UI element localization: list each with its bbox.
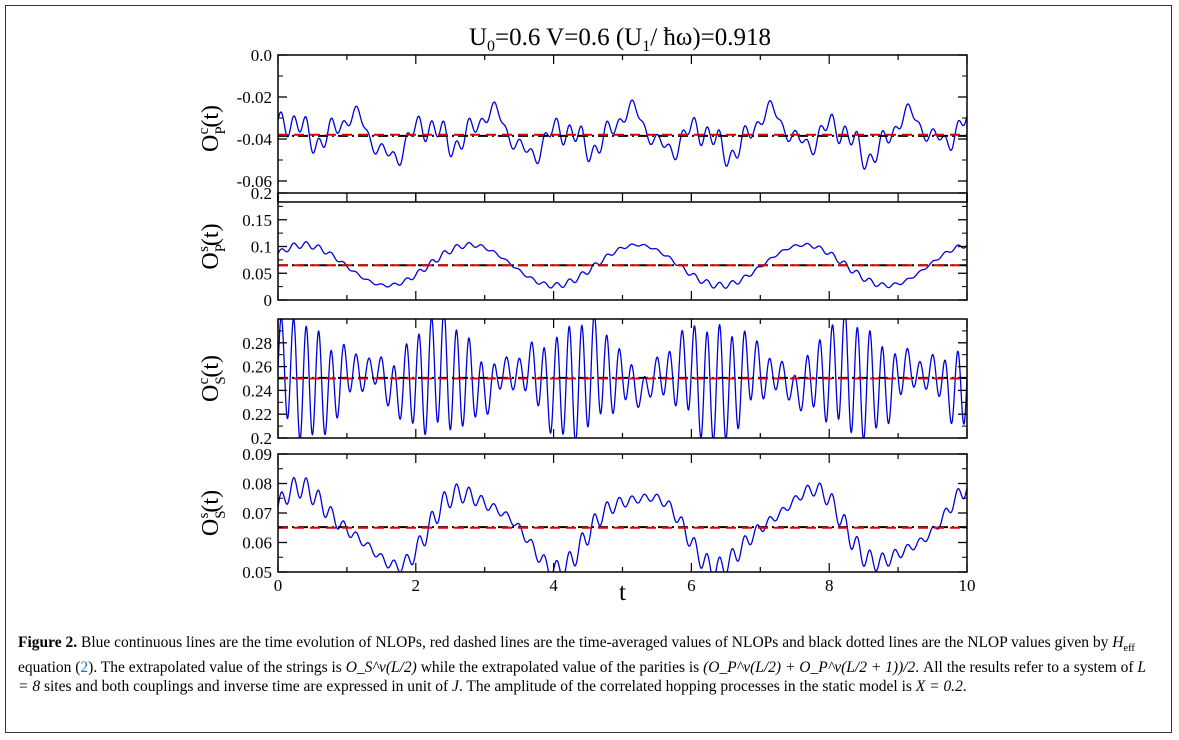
- title-ratio: / ħω)=0.918: [650, 24, 771, 51]
- xtick-label: 0: [274, 576, 283, 595]
- xtick-label: 4: [549, 576, 558, 595]
- panel-4-ylabel: OSs(t): [196, 490, 229, 536]
- panel-2-ytick-label: 0.2: [251, 184, 272, 203]
- caption-text-6: sites and both couplings and inverse tim…: [40, 678, 453, 696]
- chart-title: U0=0.6 V=0.6 (U1/ ħω)=0.918: [469, 24, 771, 55]
- panel-3-ytick-label: 0.28: [242, 334, 272, 353]
- caption-parities-expression: (O_P^ν(L/2) + O_P^ν(L/2 + 1))/2: [703, 659, 916, 677]
- panel-4-ytick-label: 0.06: [242, 534, 272, 553]
- figure-caption: Figure 2. Blue continuous lines are the …: [18, 633, 1158, 696]
- figure-chart: U0=0.6 V=0.6 (U1/ ħω)=0.9180.0-0.02-0.04…: [196, 24, 976, 606]
- panel-2-ytick-label: 0.15: [242, 211, 272, 230]
- panel-1-ytick-label: 0.0: [251, 46, 272, 65]
- ylabel-tail: (t): [198, 355, 224, 378]
- panel-2-ytick-label: 0.05: [242, 264, 272, 283]
- ylabel-tail: (t): [198, 223, 224, 246]
- xtick-label: 6: [687, 576, 696, 595]
- title-params: =0.6 V=0.6 (U: [495, 24, 642, 51]
- panel-4: 0.05 0.06 0.07 0.08 0.09 OSs(t) 0 2 4 6 8 10: [196, 445, 976, 595]
- panel-2-ytick-label: 0: [264, 291, 273, 310]
- caption-label: Figure 2.: [18, 634, 78, 651]
- caption-text-2: equation (: [18, 659, 81, 677]
- caption-unit: J: [452, 678, 459, 696]
- panel-1: 0.0 -0.02 -0.04 -0.06 OPc(t): [196, 46, 968, 203]
- title-u1-sub: 1: [642, 38, 650, 55]
- ylabel-sub: S: [213, 376, 229, 384]
- caption-text-1: Blue continuous lines are the time evolu…: [77, 634, 1113, 651]
- caption-x-value: X = 0.2: [915, 678, 963, 696]
- ylabel-sub: S: [213, 510, 229, 518]
- panel-4-ytick-label: 0.08: [242, 475, 272, 494]
- caption-text-7: . The amplitude of the correlated hoppin…: [458, 678, 916, 696]
- panel-4-ytick-label: 0.07: [242, 504, 272, 523]
- panel-2-ylabel: OPs(t): [196, 223, 229, 269]
- caption-heff: H: [1112, 634, 1124, 651]
- ylabel-base: O: [198, 519, 224, 536]
- xtick-label: 8: [825, 576, 834, 595]
- panel-3-ytick-label: 0.26: [242, 358, 272, 377]
- xtick-label: 10: [959, 576, 976, 595]
- caption-text-4: while the extrapolated value of the pari…: [416, 659, 704, 677]
- panel-1-ytick-label: -0.06: [237, 172, 272, 191]
- title-u0-sub: 0: [487, 38, 495, 55]
- x-axis-label: t: [619, 579, 626, 606]
- ylabel-tail: (t): [198, 490, 224, 513]
- panel-1-frame: [277, 54, 968, 203]
- caption-text-5: . All the results refer to a system of: [915, 659, 1138, 677]
- panel-3-ylabel: OSc(t): [196, 355, 229, 402]
- panel-2: 0 0.05 0.1 0.15 0.2 OPs(t): [196, 184, 968, 310]
- panel-3-ytick-label: 0.22: [242, 405, 272, 424]
- ylabel-sup: c: [196, 127, 212, 134]
- panel-1-ytick-label: -0.02: [237, 88, 272, 107]
- panel-4-ytick-label: 0.05: [242, 563, 272, 582]
- caption-heff-sub: eff: [1123, 643, 1135, 655]
- panel-1-time-evolution-line: [278, 99, 967, 170]
- caption-text-3: ). The extrapolated value of the strings…: [88, 659, 346, 677]
- figure-frame: [5, 5, 1172, 733]
- panel-3-time-evolution-line: [278, 319, 967, 438]
- ylabel-sup: c: [196, 377, 212, 384]
- title-u0: U: [469, 24, 487, 51]
- ylabel-base: O: [198, 135, 224, 152]
- ylabel-sub: P: [213, 126, 229, 134]
- panel-4-ytick-label: 0.09: [242, 445, 272, 464]
- caption-strings-expression: O_S^ν(L/2): [345, 659, 417, 677]
- panel-2-time-evolution-line: [278, 241, 967, 289]
- equation-reference-link[interactable]: 2: [80, 659, 89, 677]
- panel-2-ytick-label: 0.1: [251, 238, 272, 257]
- panel-4-time-evolution-line: [278, 476, 967, 572]
- ylabel-base: O: [198, 385, 224, 402]
- panel-3-ytick-label: 0.2: [251, 429, 272, 448]
- panel-3: 0.2 0.22 0.24 0.26 0.28 OSc(t): [196, 318, 968, 448]
- xtick-label: 2: [412, 576, 421, 595]
- ylabel-base: O: [198, 252, 224, 269]
- ylabel-tail: (t): [198, 105, 224, 128]
- caption-system-size: L = 8: [18, 659, 1146, 696]
- panel-1-ytick-label: -0.04: [237, 130, 273, 149]
- ylabel-sub: P: [213, 244, 229, 252]
- panel-3-ytick-label: 0.24: [242, 381, 272, 400]
- panel-1-ylabel: OPc(t): [196, 105, 229, 152]
- caption-text-8: .: [962, 678, 967, 696]
- ylabel-sup: s: [196, 246, 212, 252]
- ylabel-sup: s: [196, 512, 212, 518]
